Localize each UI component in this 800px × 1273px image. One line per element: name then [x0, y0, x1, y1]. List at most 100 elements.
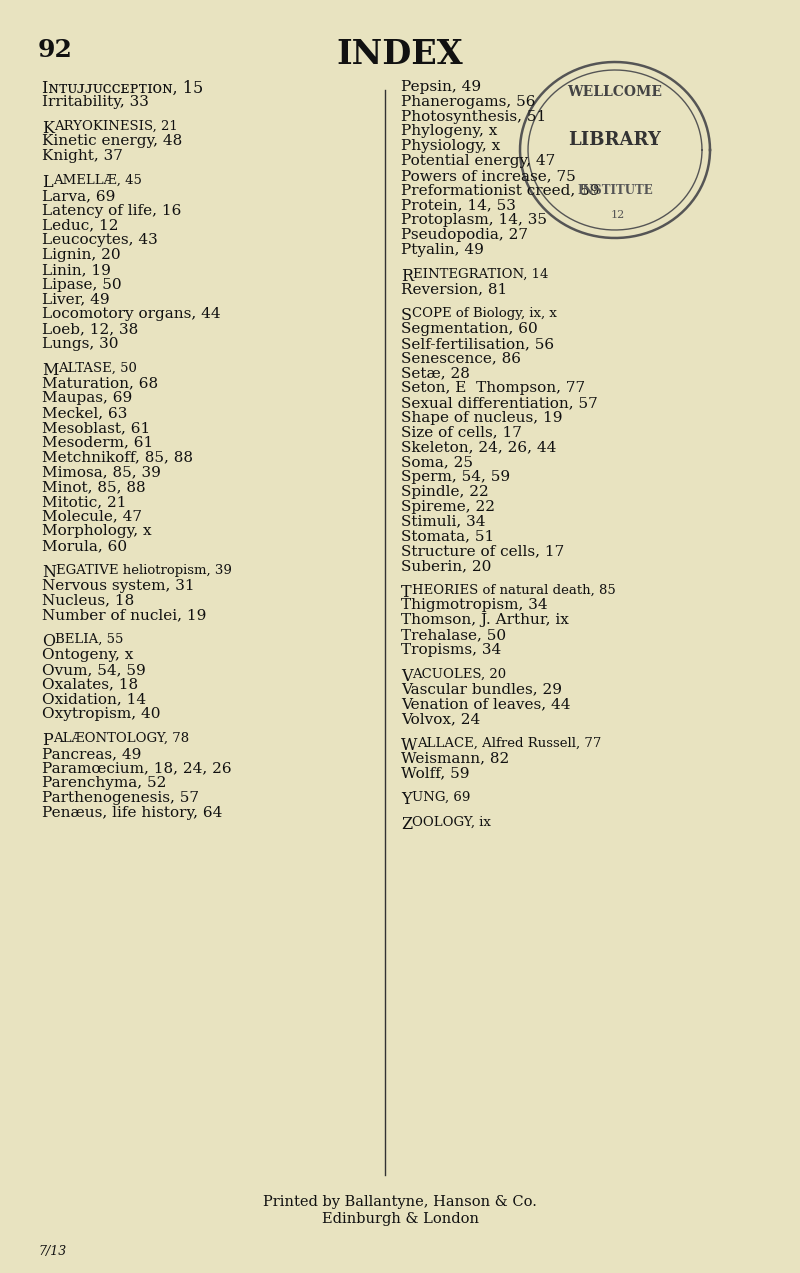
- Text: EINTEGRATION, 14: EINTEGRATION, 14: [413, 267, 549, 280]
- Text: ACUOLES, 20: ACUOLES, 20: [413, 667, 506, 681]
- Text: 92: 92: [38, 38, 73, 62]
- Text: Linin, 19: Linin, 19: [42, 262, 111, 276]
- Text: Parenchyma, 52: Parenchyma, 52: [42, 777, 166, 791]
- Text: Thigmotropism, 34: Thigmotropism, 34: [401, 598, 548, 612]
- Text: ALÆONTOLOGY, 78: ALÆONTOLOGY, 78: [53, 732, 189, 745]
- Text: Iɴᴛᴜᴊᴊᴜᴄᴄᴇᴘᴛɪᴏɴ, 15: Iɴᴛᴜᴊᴊᴜᴄᴄᴇᴘᴛɪᴏɴ, 15: [42, 80, 203, 97]
- Text: 7/13: 7/13: [38, 1245, 66, 1258]
- Text: LIBRARY: LIBRARY: [569, 131, 662, 149]
- Text: Number of nuclei, 19: Number of nuclei, 19: [42, 608, 206, 622]
- Text: Structure of cells, 17: Structure of cells, 17: [401, 544, 564, 558]
- Text: W: W: [401, 737, 418, 754]
- Text: Leucocytes, 43: Leucocytes, 43: [42, 233, 158, 247]
- Text: T: T: [401, 583, 412, 601]
- Text: P: P: [42, 732, 53, 749]
- Text: Protein, 14, 53: Protein, 14, 53: [401, 199, 516, 213]
- Text: Vascular bundles, 29: Vascular bundles, 29: [401, 682, 562, 696]
- Text: Parthenogenesis, 57: Parthenogenesis, 57: [42, 792, 199, 806]
- Text: Tropisms, 34: Tropisms, 34: [401, 643, 502, 657]
- Text: Oxytropism, 40: Oxytropism, 40: [42, 708, 161, 722]
- Text: Segmentation, 60: Segmentation, 60: [401, 322, 538, 336]
- Text: Lipase, 50: Lipase, 50: [42, 278, 122, 292]
- Text: AMELLÆ, 45: AMELLÆ, 45: [53, 174, 142, 187]
- Text: Lignin, 20: Lignin, 20: [42, 248, 121, 262]
- Text: Nervous system, 31: Nervous system, 31: [42, 579, 194, 593]
- Text: Volvox, 24: Volvox, 24: [401, 712, 480, 726]
- Text: Self-fertilisation, 56: Self-fertilisation, 56: [401, 337, 554, 351]
- Text: Z: Z: [401, 816, 412, 833]
- Text: Spireme, 22: Spireme, 22: [401, 499, 495, 513]
- Text: Maturation, 68: Maturation, 68: [42, 377, 158, 391]
- Text: S: S: [401, 307, 412, 325]
- Text: WELLCOME: WELLCOME: [567, 85, 662, 99]
- Text: Lungs, 30: Lungs, 30: [42, 337, 118, 351]
- Text: BELIA, 55: BELIA, 55: [55, 633, 123, 647]
- Text: Paramœcium, 18, 24, 26: Paramœcium, 18, 24, 26: [42, 761, 232, 775]
- Text: Sperm, 54, 59: Sperm, 54, 59: [401, 470, 510, 484]
- Text: Trehalase, 50: Trehalase, 50: [401, 628, 506, 642]
- Text: Kinetic energy, 48: Kinetic energy, 48: [42, 135, 182, 149]
- Text: Spindle, 22: Spindle, 22: [401, 485, 489, 499]
- Text: HEORIES of natural death, 85: HEORIES of natural death, 85: [412, 583, 615, 597]
- Text: Seton, E  Thompson, 77: Seton, E Thompson, 77: [401, 381, 585, 395]
- Text: Photosynthesis, 51: Photosynthesis, 51: [401, 109, 546, 123]
- Text: Oxidation, 14: Oxidation, 14: [42, 693, 146, 707]
- Text: R: R: [401, 267, 413, 285]
- Text: Pseudopodia, 27: Pseudopodia, 27: [401, 228, 528, 242]
- Text: Mesoderm, 61: Mesoderm, 61: [42, 435, 154, 449]
- Text: Minot, 85, 88: Minot, 85, 88: [42, 480, 146, 494]
- Text: L: L: [42, 174, 53, 191]
- Text: K: K: [42, 120, 54, 136]
- Text: Stomata, 51: Stomata, 51: [401, 530, 494, 544]
- Text: Mimosa, 85, 39: Mimosa, 85, 39: [42, 465, 161, 479]
- Text: Suberin, 20: Suberin, 20: [401, 559, 491, 573]
- Text: Metchnikoff, 85, 88: Metchnikoff, 85, 88: [42, 451, 193, 465]
- Text: OOLOGY, ix: OOLOGY, ix: [412, 816, 491, 829]
- Text: Shape of nucleus, 19: Shape of nucleus, 19: [401, 411, 562, 425]
- Text: Senescence, 86: Senescence, 86: [401, 351, 521, 365]
- Text: V: V: [401, 667, 413, 685]
- Text: UNG, 69: UNG, 69: [412, 792, 470, 805]
- Text: Pancreas, 49: Pancreas, 49: [42, 747, 142, 761]
- Text: Oxalates, 18: Oxalates, 18: [42, 677, 138, 691]
- Text: Molecule, 47: Molecule, 47: [42, 509, 142, 523]
- Text: ALLACE, Alfred Russell, 77: ALLACE, Alfred Russell, 77: [418, 737, 602, 750]
- Text: 12: 12: [611, 210, 625, 220]
- Text: Pepsin, 49: Pepsin, 49: [401, 80, 481, 94]
- Text: INSTITUTE: INSTITUTE: [577, 183, 653, 196]
- Text: EGATIVE heliotropism, 39: EGATIVE heliotropism, 39: [56, 564, 232, 577]
- Text: Maupas, 69: Maupas, 69: [42, 391, 132, 405]
- Text: Ovum, 54, 59: Ovum, 54, 59: [42, 663, 146, 677]
- Text: Weismann, 82: Weismann, 82: [401, 751, 510, 765]
- Text: Size of cells, 17: Size of cells, 17: [401, 425, 522, 439]
- Text: Protoplasm, 14, 35: Protoplasm, 14, 35: [401, 213, 547, 227]
- Text: M: M: [42, 362, 58, 378]
- Text: Powers of increase, 75: Powers of increase, 75: [401, 169, 576, 183]
- Text: N: N: [42, 564, 56, 580]
- Text: Penæus, life history, 64: Penæus, life history, 64: [42, 806, 222, 820]
- Text: Physiology, x: Physiology, x: [401, 139, 500, 153]
- Text: Leduc, 12: Leduc, 12: [42, 219, 118, 233]
- Text: Reversion, 81: Reversion, 81: [401, 283, 507, 297]
- Text: Venation of leaves, 44: Venation of leaves, 44: [401, 698, 570, 712]
- Text: Wolff, 59: Wolff, 59: [401, 766, 470, 780]
- Text: Y: Y: [401, 792, 412, 808]
- Text: Mesoblast, 61: Mesoblast, 61: [42, 421, 150, 435]
- Text: Sexual differentiation, 57: Sexual differentiation, 57: [401, 396, 598, 410]
- Text: Ptyalin, 49: Ptyalin, 49: [401, 243, 484, 257]
- Text: Liver, 49: Liver, 49: [42, 293, 110, 307]
- Text: Ontogeny, x: Ontogeny, x: [42, 648, 134, 662]
- Text: Skeleton, 24, 26, 44: Skeleton, 24, 26, 44: [401, 440, 556, 454]
- Text: Latency of life, 16: Latency of life, 16: [42, 204, 182, 218]
- Text: Morula, 60: Morula, 60: [42, 540, 127, 554]
- Text: Meckel, 63: Meckel, 63: [42, 406, 127, 420]
- Text: Soma, 25: Soma, 25: [401, 456, 473, 470]
- Text: INDEX: INDEX: [337, 38, 463, 71]
- Text: COPE of Biology, ix, x: COPE of Biology, ix, x: [412, 307, 557, 321]
- Text: Phanerogams, 56: Phanerogams, 56: [401, 94, 535, 108]
- Text: Preformationist creed, 59: Preformationist creed, 59: [401, 183, 599, 197]
- Text: Potential energy, 47: Potential energy, 47: [401, 154, 555, 168]
- Text: Knight, 37: Knight, 37: [42, 149, 123, 163]
- Text: ALTASE, 50: ALTASE, 50: [58, 362, 138, 374]
- Text: Nucleus, 18: Nucleus, 18: [42, 593, 134, 607]
